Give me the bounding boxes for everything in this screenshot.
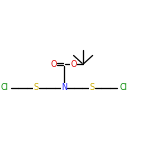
Text: S: S	[34, 83, 39, 92]
Text: O: O	[51, 60, 57, 69]
Text: Cl: Cl	[0, 83, 8, 92]
Text: N: N	[61, 83, 67, 92]
Text: Cl: Cl	[120, 83, 128, 92]
Text: O: O	[70, 60, 77, 69]
Text: S: S	[89, 83, 94, 92]
